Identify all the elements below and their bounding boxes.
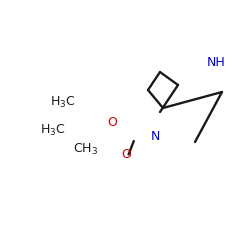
Text: N: N [150, 130, 160, 143]
Text: $\mathregular{CH_3}$: $\mathregular{CH_3}$ [74, 142, 98, 157]
Text: O: O [121, 148, 131, 162]
Text: NH: NH [207, 56, 226, 68]
Text: O: O [107, 116, 117, 128]
Text: $\mathregular{H_3C}$: $\mathregular{H_3C}$ [50, 94, 76, 110]
Text: $\mathregular{H_3C}$: $\mathregular{H_3C}$ [40, 122, 66, 138]
